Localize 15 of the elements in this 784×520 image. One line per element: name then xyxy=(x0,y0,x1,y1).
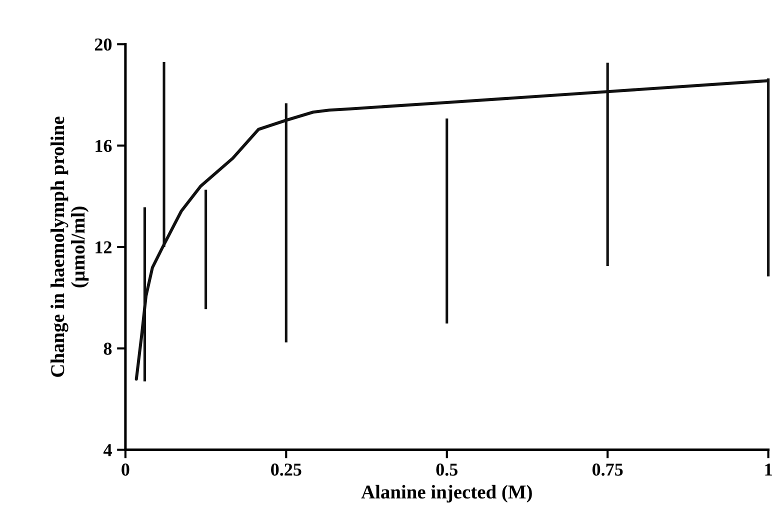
x-tick-label: 0 xyxy=(122,464,130,476)
x-axis-title: Alanine injected (M) xyxy=(361,484,532,503)
y-axis-title: Change in haemolymph proline (µmol/ml) xyxy=(50,116,89,377)
x-tick-label: 0.75 xyxy=(592,464,623,476)
y-tick-label: 4 xyxy=(103,444,112,456)
y-tick-label: 8 xyxy=(104,342,112,355)
y-tick-label: 16 xyxy=(96,140,112,152)
bar xyxy=(284,103,288,342)
bar xyxy=(446,118,448,324)
bar xyxy=(204,190,208,310)
x-tick-label: 0.5 xyxy=(436,464,458,476)
y-tick-label: 12 xyxy=(96,241,112,254)
y-tick-label: 20 xyxy=(94,38,112,51)
x-tick-label: 1 xyxy=(765,464,772,476)
x-tick-label: 0.25 xyxy=(271,464,302,476)
